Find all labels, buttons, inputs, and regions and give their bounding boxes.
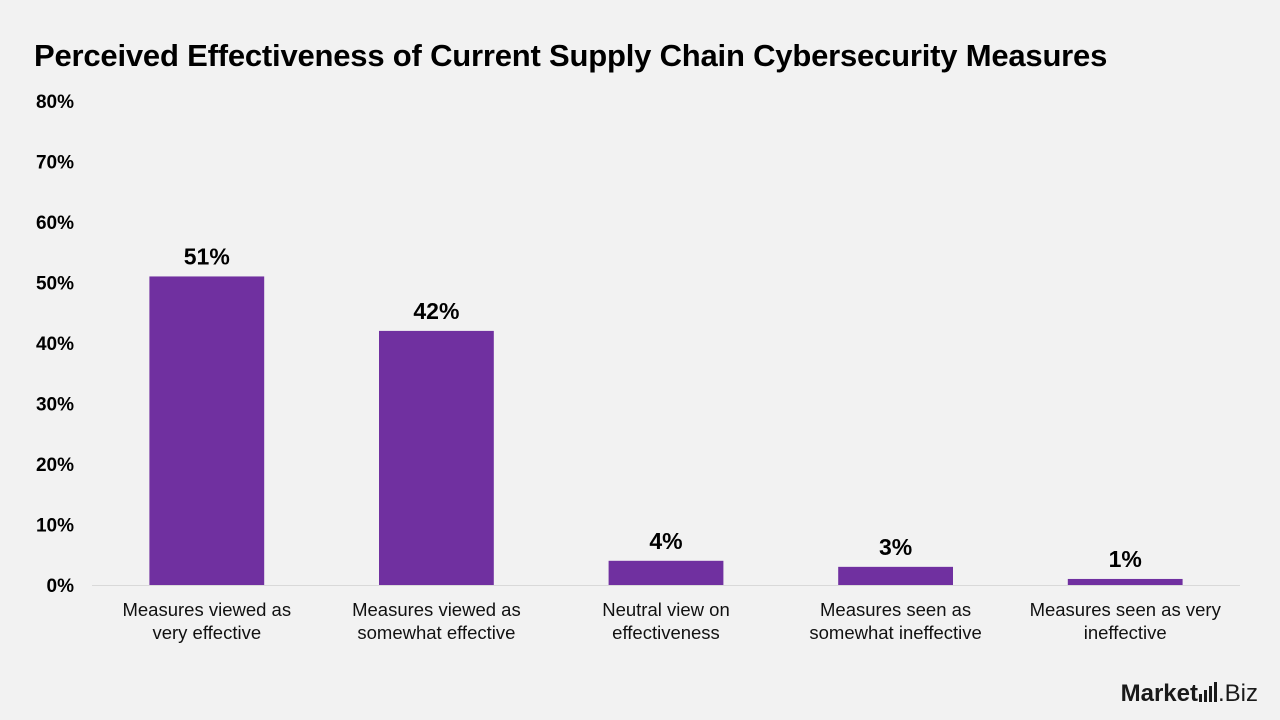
logo-bars-icon bbox=[1198, 680, 1217, 702]
chart-title: Perceived Effectiveness of Current Suppl… bbox=[34, 38, 1108, 73]
bar bbox=[608, 560, 724, 585]
y-tick-label: 40% bbox=[36, 334, 74, 355]
x-tick-label: Measures seen as very ineffective bbox=[1030, 599, 1222, 643]
y-tick-label: 10% bbox=[36, 516, 74, 537]
data-label: 1% bbox=[1109, 546, 1142, 572]
y-tick-label: 0% bbox=[47, 576, 75, 597]
y-tick-label: 60% bbox=[36, 213, 74, 234]
data-labels: 51% 42% 4% 3% 1% bbox=[184, 243, 1142, 572]
y-tick-label: 70% bbox=[36, 153, 74, 174]
data-label: 42% bbox=[413, 298, 459, 324]
y-axis: 0% 10% 20% 30% 40% 50% 60% 70% 80% bbox=[36, 92, 74, 597]
x-tick-label: Measures viewed as somewhat effective bbox=[352, 599, 521, 643]
logo-text-bold: Market bbox=[1120, 680, 1198, 707]
bar bbox=[838, 566, 953, 585]
bar bbox=[1067, 578, 1183, 585]
y-tick-label: 50% bbox=[36, 274, 74, 295]
bar bbox=[149, 276, 265, 585]
data-label: 3% bbox=[879, 534, 912, 560]
y-tick-label: 20% bbox=[36, 455, 74, 476]
x-axis-labels: Measures viewed as very effective Measures… bbox=[122, 599, 1221, 643]
bars bbox=[149, 276, 1183, 585]
x-tick-label: Measures viewed as very effective bbox=[122, 599, 291, 643]
data-label: 4% bbox=[649, 528, 682, 554]
x-tick-label: Neutral view on effectiveness bbox=[602, 599, 730, 643]
marketbiz-logo: Market .Biz bbox=[1121, 680, 1258, 706]
x-tick-label: Measures seen as somewhat ineffective bbox=[809, 599, 981, 643]
y-tick-label: 30% bbox=[36, 395, 74, 416]
bar bbox=[379, 330, 494, 585]
data-label: 51% bbox=[184, 243, 230, 269]
y-tick-label: 80% bbox=[36, 92, 74, 113]
logo-text-light: .Biz bbox=[1217, 680, 1258, 707]
